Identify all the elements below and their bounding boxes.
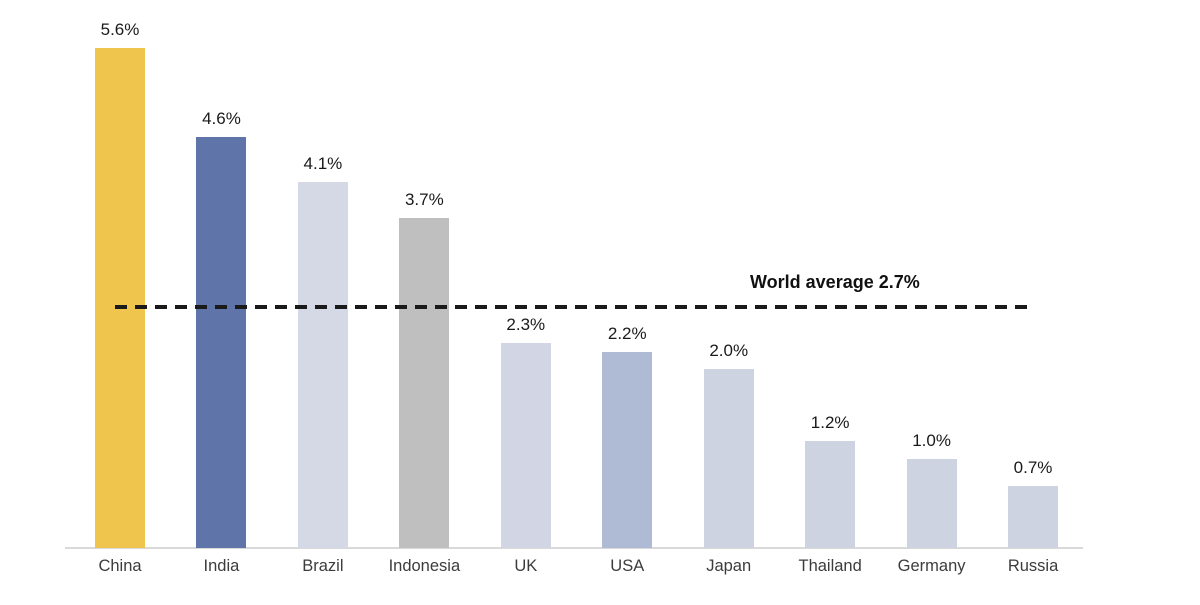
- bar-russia: [1008, 485, 1059, 548]
- bar-value-label-japan: 2.0%: [709, 341, 749, 361]
- axis-label-uk: UK: [514, 557, 538, 575]
- bar-value-label-germany: 1.0%: [912, 430, 951, 450]
- bar-usa: [602, 351, 653, 548]
- bar-value-label-india: 4.6%: [202, 109, 241, 129]
- axis-label-russia: Russia: [1007, 557, 1059, 575]
- bar-value-label-uk: 2.3%: [506, 314, 546, 334]
- bar-brazil: [297, 181, 348, 548]
- axis-label-indonesia: Indonesia: [388, 557, 461, 575]
- bar-value-label-brazil: 4.1%: [303, 153, 343, 173]
- bar-value-label-china: 5.6%: [100, 20, 140, 39]
- bar-china: [95, 48, 145, 548]
- bar-japan: [703, 369, 754, 548]
- bar-thailand: [805, 440, 856, 548]
- axis-label-thailand: Thailand: [798, 557, 862, 575]
- bar-value-label-thailand: 1.2%: [810, 412, 850, 432]
- bar-uk: [500, 342, 551, 548]
- bar-value-label-russia: 0.7%: [1013, 457, 1053, 477]
- axis-label-germany: Germany: [897, 557, 966, 575]
- world-average-label: World average 2.7%: [750, 271, 920, 292]
- axis-label-japan: Japan: [706, 557, 752, 575]
- world-average-reference-line: [115, 304, 1032, 309]
- bar-value-label-indonesia: 3.7%: [404, 189, 444, 209]
- bar-indonesia: [399, 217, 450, 548]
- axis-label-usa: USA: [610, 557, 645, 575]
- x-axis-line: [65, 547, 1083, 549]
- axis-label-india: India: [203, 557, 240, 575]
- bar-india: [196, 137, 247, 548]
- bar-germany: [906, 458, 957, 548]
- axis-label-brazil: Brazil: [302, 557, 344, 575]
- axis-label-china: China: [98, 557, 142, 575]
- bar-value-label-usa: 2.2%: [607, 323, 647, 343]
